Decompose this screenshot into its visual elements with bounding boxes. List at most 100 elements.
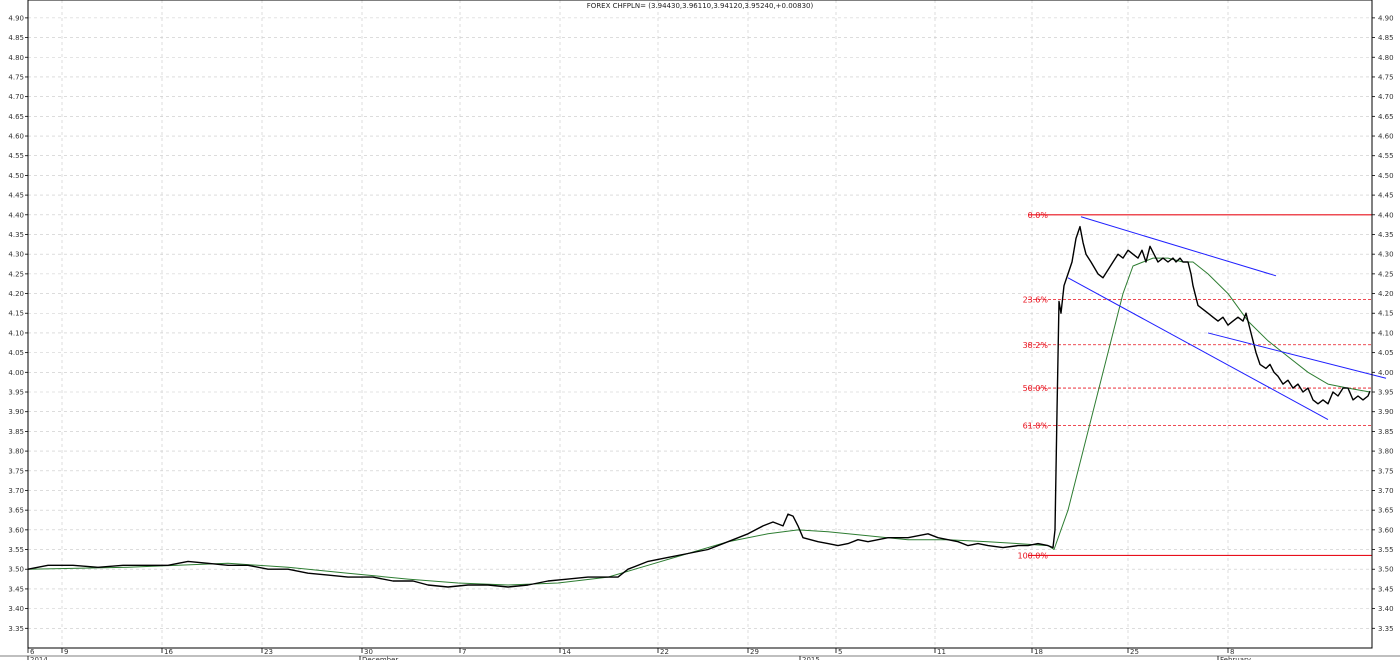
y-tick-label-right: 3.40	[1378, 605, 1394, 613]
fib-level-label: 100.0%	[1017, 551, 1048, 560]
x-tick-label: 29	[750, 648, 759, 656]
period-label: 2014	[30, 656, 48, 660]
y-tick-label-left: 4.85	[8, 34, 24, 42]
y-tick-label-left: 3.65	[8, 507, 24, 515]
y-tick-label-left: 4.40	[8, 211, 24, 219]
grid	[27, 0, 1372, 648]
y-tick-label-right: 3.95	[1378, 389, 1394, 397]
y-tick-label-right: 4.35	[1378, 231, 1394, 239]
moving-average-line	[27, 257, 1371, 586]
y-tick-label-left: 3.35	[8, 625, 24, 633]
y-tick-label-right: 4.65	[1378, 113, 1394, 121]
y-tick-label-right: 4.25	[1378, 270, 1394, 278]
y-tick-label-left: 4.35	[8, 231, 24, 239]
y-tick-label-left: 4.75	[8, 73, 24, 81]
y-tick-label-right: 4.15	[1378, 310, 1394, 318]
x-tick-label: 9	[64, 648, 68, 656]
y-tick-label-left: 4.90	[8, 14, 24, 22]
chart-title: FOREX CHFPLN= (3.94430,3.96110,3.94120,3…	[587, 2, 814, 10]
y-tick-label-left: 4.15	[8, 310, 24, 318]
y-tick-label-left: 3.45	[8, 585, 24, 593]
y-tick-label-right: 3.90	[1378, 408, 1394, 416]
y-tick-label-left: 4.00	[8, 369, 24, 377]
x-tick-label: 25	[1130, 648, 1139, 656]
y-tick-label-left: 3.95	[8, 389, 24, 397]
period-label: February	[1220, 656, 1251, 660]
y-tick-label-left: 3.90	[8, 408, 24, 416]
fibonacci-levels: 0.0% 23.6% 38.2% 50.0% 61.8% 100.0%	[1017, 211, 1372, 560]
y-tick-label-right: 4.60	[1378, 133, 1394, 141]
y-tick-label-left: 4.80	[8, 54, 24, 62]
fib-level-label: 50.0%	[1023, 384, 1049, 393]
trendline	[1207, 332, 1387, 379]
x-tick-label: 18	[1034, 648, 1043, 656]
y-tick-label-right: 3.80	[1378, 448, 1394, 456]
series	[27, 225, 1371, 588]
y-tick-label-right: 4.45	[1378, 192, 1394, 200]
period-label: 2015	[802, 656, 820, 660]
x-tick-label: 16	[164, 648, 173, 656]
y-tick-label-right: 3.65	[1378, 507, 1394, 515]
y-tick-label-left: 4.65	[8, 113, 24, 121]
y-tick-label-left: 3.40	[8, 605, 24, 613]
y-tick-label-right: 3.75	[1378, 467, 1394, 475]
period-label: December	[362, 656, 398, 660]
y-tick-label-left: 4.55	[8, 152, 24, 160]
y-tick-label-left: 3.70	[8, 487, 24, 495]
x-tick-label: 7	[462, 648, 466, 656]
y-tick-label-right: 3.45	[1378, 585, 1394, 593]
trendline	[1067, 277, 1329, 421]
y-tick-label-right: 3.35	[1378, 625, 1394, 633]
x-tick-label: 30	[364, 648, 373, 656]
y-tick-label-right: 3.55	[1378, 546, 1394, 554]
y-tick-label-right: 3.70	[1378, 487, 1394, 495]
price-series-line	[27, 225, 1371, 588]
x-tick-label: 6	[30, 648, 35, 656]
fib-level-label: 38.2%	[1023, 341, 1049, 350]
y-tick-label-right: 4.30	[1378, 251, 1394, 259]
trendlines	[1067, 216, 1387, 421]
fib-level-label: 0.0%	[1028, 211, 1049, 220]
y-tick-label-left: 4.50	[8, 172, 24, 180]
y-tick-label-left: 3.85	[8, 428, 24, 436]
y-tick-label-right: 4.40	[1378, 211, 1394, 219]
y-tick-label-right: 3.60	[1378, 526, 1394, 534]
x-tick-label: 23	[264, 648, 273, 656]
y-tick-label-left: 4.70	[8, 93, 24, 101]
y-tick-label-right: 4.75	[1378, 73, 1394, 81]
y-tick-label-right: 4.20	[1378, 290, 1394, 298]
y-tick-label-left: 4.10	[8, 329, 24, 337]
y-tick-label-right: 4.55	[1378, 152, 1394, 160]
y-tick-label-left: 4.30	[8, 251, 24, 259]
trendline	[1080, 216, 1277, 277]
y-tick-label-left: 3.60	[8, 526, 24, 534]
x-tick-label: 5	[838, 648, 842, 656]
y-tick-label-right: 4.80	[1378, 54, 1394, 62]
y-tick-label-right: 4.05	[1378, 349, 1394, 357]
x-tick-label: 22	[660, 648, 669, 656]
y-tick-label-right: 4.10	[1378, 329, 1394, 337]
y-tick-label-left: 4.20	[8, 290, 24, 298]
x-tick-label: 14	[562, 648, 571, 656]
y-tick-label-left: 4.25	[8, 270, 24, 278]
y-tick-label-left: 3.80	[8, 448, 24, 456]
x-tick-label: 11	[937, 648, 946, 656]
y-tick-label-left: 4.60	[8, 133, 24, 141]
y-tick-label-left: 4.05	[8, 349, 24, 357]
fib-level-label: 61.8%	[1023, 421, 1049, 430]
y-tick-label-left: 3.50	[8, 566, 24, 574]
y-tick-label-right: 4.85	[1378, 34, 1394, 42]
y-tick-label-left: 3.75	[8, 467, 24, 475]
y-tick-label-right: 3.85	[1378, 428, 1394, 436]
y-tick-label-right: 4.00	[1378, 369, 1394, 377]
y-tick-label-right: 4.50	[1378, 172, 1394, 180]
y-tick-label-right: 4.70	[1378, 93, 1394, 101]
x-tick-label: 8	[1230, 648, 1234, 656]
y-tick-label-right: 3.50	[1378, 566, 1394, 574]
y-tick-label-right: 4.90	[1378, 14, 1394, 22]
fib-level-label: 23.6%	[1023, 295, 1049, 304]
y-tick-label-left: 3.55	[8, 546, 24, 554]
